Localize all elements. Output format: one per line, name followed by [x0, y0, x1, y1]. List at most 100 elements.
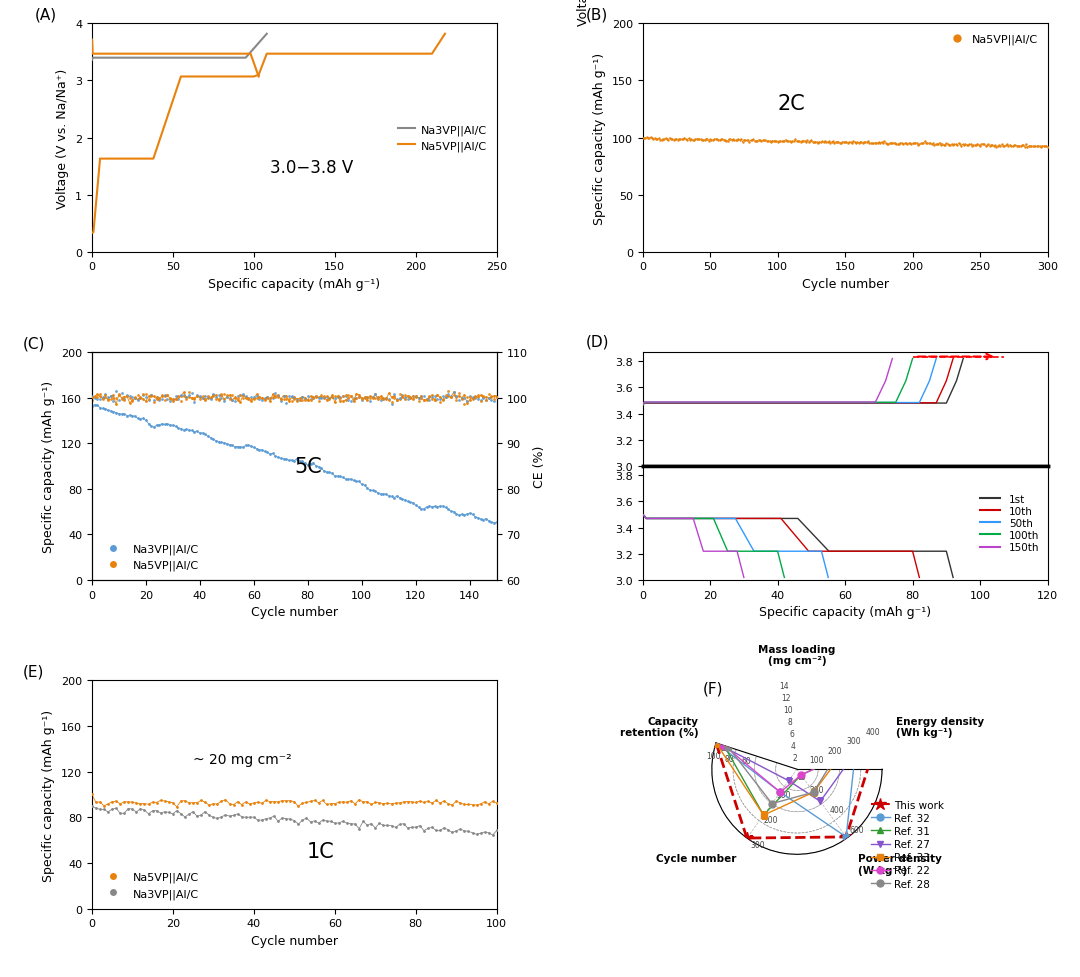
Point	[391, 387, 408, 403]
Point	[152, 792, 170, 808]
Point	[308, 389, 325, 404]
Point	[821, 135, 838, 150]
Point	[434, 392, 451, 407]
Point	[700, 134, 717, 149]
Point	[411, 818, 429, 833]
Point	[245, 810, 262, 826]
Text: Voltage (V vs. Na/Na⁺): Voltage (V vs. Na/Na⁺)	[577, 0, 590, 26]
Point	[337, 393, 354, 408]
Point	[773, 135, 791, 150]
Point	[338, 794, 355, 810]
Point	[326, 391, 343, 406]
Point	[901, 137, 918, 152]
Na3VP||Al/C	[144, 53, 157, 64]
Point	[184, 391, 201, 406]
Point	[759, 134, 777, 149]
Point	[315, 390, 333, 405]
Point	[386, 389, 403, 404]
Point	[369, 390, 387, 405]
Point	[324, 390, 341, 405]
Point	[818, 136, 835, 151]
Point	[194, 426, 212, 442]
Point	[892, 136, 909, 151]
Point	[400, 794, 417, 810]
Point	[475, 390, 492, 405]
Point	[968, 139, 985, 154]
Point	[910, 138, 928, 153]
Point	[434, 393, 451, 408]
Point	[156, 804, 173, 820]
X-axis label: Cycle number: Cycle number	[251, 606, 338, 618]
Point	[306, 813, 323, 828]
Point	[486, 394, 503, 409]
Point	[166, 392, 184, 407]
Point	[120, 801, 137, 817]
Point	[116, 393, 133, 408]
Point	[402, 391, 419, 406]
Point	[771, 134, 788, 149]
Point	[1002, 139, 1020, 154]
Point	[416, 393, 433, 408]
Point	[354, 814, 372, 829]
Point	[339, 472, 356, 488]
Point	[346, 473, 363, 488]
Point	[645, 132, 662, 148]
Point	[484, 793, 501, 809]
Point	[807, 135, 824, 150]
Point	[470, 392, 487, 407]
Point	[916, 134, 933, 149]
Point	[348, 474, 365, 489]
Point	[294, 393, 311, 408]
Point	[356, 391, 374, 406]
Point	[278, 396, 295, 411]
Point	[1028, 140, 1045, 155]
Point	[467, 509, 484, 525]
Na3VP||Al/C	[211, 53, 224, 64]
Point	[256, 393, 273, 408]
Point	[238, 390, 255, 405]
Point	[359, 390, 376, 405]
Point	[372, 393, 390, 408]
Point	[283, 394, 300, 409]
Y-axis label: Specific capacity (mAh g⁻¹): Specific capacity (mAh g⁻¹)	[593, 53, 606, 225]
Point	[83, 399, 100, 414]
Point	[868, 136, 886, 151]
Point	[943, 137, 960, 152]
Point	[795, 134, 812, 149]
Point	[92, 401, 108, 416]
Point	[99, 796, 117, 812]
Point	[305, 391, 322, 406]
Point	[103, 404, 120, 419]
Point	[405, 389, 422, 404]
Point	[720, 132, 738, 148]
Point	[210, 393, 228, 408]
Point	[278, 451, 295, 467]
Point	[728, 133, 745, 149]
Point	[364, 390, 381, 405]
Point	[407, 498, 424, 514]
Point	[472, 394, 489, 409]
Point	[319, 389, 336, 404]
Point	[224, 438, 241, 453]
Point	[213, 435, 230, 450]
Point	[454, 391, 471, 406]
Point	[97, 388, 114, 404]
Line: Na5VP||Al/C: Na5VP||Al/C	[259, 34, 445, 75]
Point	[132, 412, 149, 428]
Point	[94, 390, 111, 405]
Point	[456, 397, 473, 412]
Point	[488, 390, 505, 405]
Point	[961, 138, 978, 153]
Point	[692, 133, 710, 149]
Point	[180, 807, 198, 823]
Legend: 1st, 10th, 50th, 100th, 150th: 1st, 10th, 50th, 100th, 150th	[976, 491, 1042, 556]
Point	[444, 825, 461, 840]
Point	[166, 419, 184, 435]
Point	[164, 392, 181, 407]
Point	[140, 796, 158, 812]
Point	[221, 392, 239, 407]
Point	[241, 810, 258, 826]
Point	[359, 393, 376, 408]
Point	[428, 793, 445, 809]
Point	[283, 452, 300, 468]
